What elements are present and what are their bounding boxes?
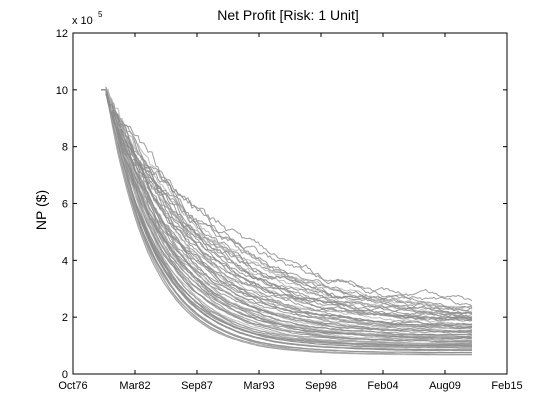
series-line (101, 89, 473, 307)
series-line (101, 89, 473, 343)
y-axis-multiplier: x 10 (72, 15, 93, 27)
series-line (101, 87, 473, 330)
series-line (101, 89, 473, 316)
series-line (101, 89, 473, 346)
y-tick-label: 6 (62, 199, 68, 211)
series-line (101, 88, 473, 342)
plot-area (101, 85, 473, 356)
plot-frame (72, 32, 508, 375)
x-tick-label: Sep98 (305, 380, 337, 392)
series-line (101, 89, 473, 345)
y-axis: 0 2 4 6 8 10 12 (56, 28, 507, 381)
series-line (101, 87, 473, 337)
x-tick-label: Sep87 (181, 380, 213, 392)
series-line (101, 89, 472, 355)
x-tick-label: Mar82 (119, 380, 150, 392)
series-line (101, 89, 473, 302)
series-line (101, 86, 473, 326)
series-line (101, 88, 473, 315)
series-line (101, 89, 473, 333)
series-line (101, 89, 473, 315)
y-tick-label: 2 (62, 312, 68, 324)
series-line (101, 89, 473, 327)
series-line (101, 89, 473, 329)
x-tick-label: Mar93 (243, 380, 274, 392)
x-tick-label: Oct76 (58, 380, 87, 392)
y-tick-label: 8 (62, 142, 68, 154)
series-line (101, 88, 473, 310)
series-line (101, 89, 473, 321)
series-line (101, 89, 473, 319)
series-line (101, 88, 473, 330)
series-line (101, 86, 473, 310)
y-axis-label: NP ($) (33, 190, 49, 230)
x-tick-label: Feb15 (491, 380, 522, 392)
series-line (101, 89, 473, 312)
series-line (101, 89, 473, 352)
series-line (101, 89, 473, 321)
y-tick-label: 12 (56, 28, 68, 40)
series-line (101, 89, 473, 340)
y-axis-multiplier-exponent: 5 (98, 10, 103, 19)
series-line (101, 89, 473, 347)
y-tick-label: 4 (62, 255, 68, 267)
x-tick-label: Aug09 (429, 380, 461, 392)
x-axis: Oct76 Mar82 Sep87 Mar93 Sep98 Feb04 Aug09 Feb15 (58, 33, 523, 392)
series-line (101, 89, 473, 321)
series-line (101, 89, 472, 354)
y-tick-label: 0 (62, 369, 68, 381)
y-tick-label: 10 (56, 85, 68, 97)
x-tick-label: Feb04 (367, 380, 398, 392)
chart-title: Net Profit [Risk: 1 Unit] (217, 7, 359, 23)
